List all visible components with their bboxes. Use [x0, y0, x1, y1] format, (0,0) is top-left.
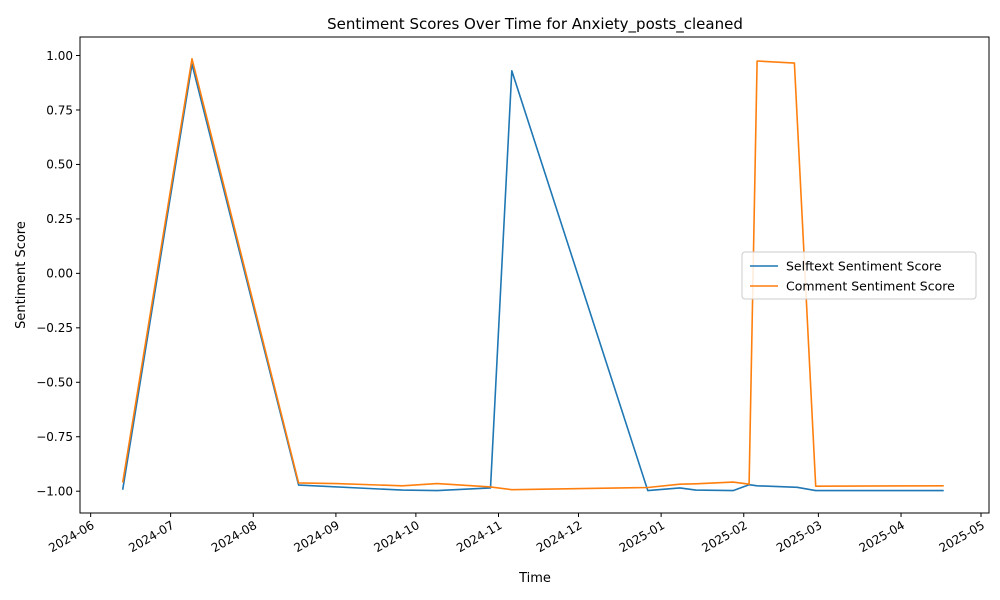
- x-tick-label: 2025-02: [699, 518, 749, 555]
- chart-title: Sentiment Scores Over Time for Anxiety_p…: [327, 15, 743, 34]
- x-tick-label: 2024-06: [46, 518, 96, 555]
- y-axis: 1.00 0.75 0.50 0.25 0.00 −0.25 −0.50 −0.75 −1.00: [36, 49, 80, 499]
- x-tick-label: 2024-08: [209, 518, 259, 555]
- x-tick-label: 2024-11: [454, 518, 504, 555]
- y-tick-label: −0.25: [36, 321, 73, 335]
- series-line-selftext: [121, 63, 944, 492]
- x-tick-label: 2025-03: [774, 518, 824, 555]
- x-tick-label: 2024-10: [371, 518, 421, 555]
- x-tick-label: 2025-01: [617, 518, 667, 555]
- y-axis-title: Sentiment Score: [14, 221, 29, 329]
- x-axis-title: Time: [518, 571, 551, 586]
- series-lines: [121, 57, 944, 492]
- legend-label-selftext: Selftext Sentiment Score: [786, 259, 942, 274]
- x-tick-label: 2024-12: [534, 518, 584, 555]
- x-tick-label: 2025-05: [937, 518, 987, 555]
- legend-box: [741, 251, 977, 300]
- y-tick-label: 0.25: [46, 212, 73, 226]
- plot-area: [79, 36, 990, 514]
- x-axis: 2024-06 2024-07 2024-08 2024-09 2024-10 2024-…: [46, 513, 987, 555]
- legend: Selftext Sentiment Score Comment Sentime…: [741, 251, 977, 300]
- x-tick-label: 2024-07: [126, 518, 176, 555]
- y-tick-label: 0.50: [46, 158, 73, 172]
- x-tick-label: 2025-04: [857, 518, 907, 555]
- y-tick-label: −1.00: [36, 485, 73, 499]
- y-tick-label: −0.75: [36, 430, 73, 444]
- series-line-comment: [121, 57, 944, 491]
- y-tick-label: 0.00: [46, 267, 73, 281]
- y-tick-label: 1.00: [46, 49, 73, 63]
- legend-label-comment: Comment Sentiment Score: [786, 279, 955, 294]
- y-tick-label: −0.50: [36, 376, 73, 390]
- y-tick-label: 0.75: [46, 103, 73, 117]
- x-tick-label: 2024-09: [291, 518, 341, 555]
